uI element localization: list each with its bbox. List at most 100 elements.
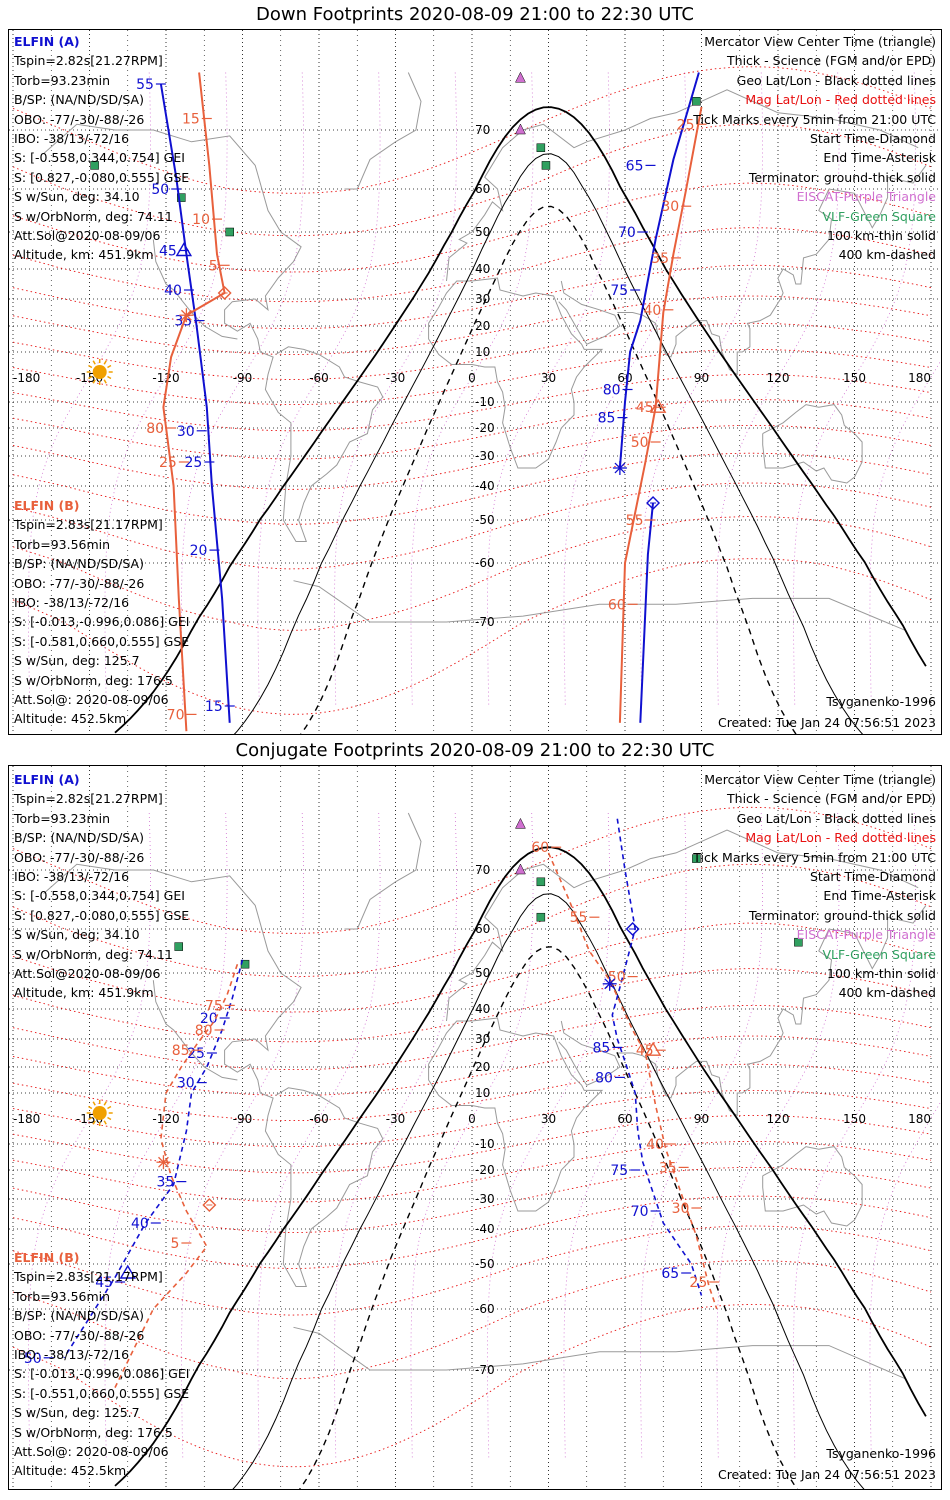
eiscat-triangle-icon <box>515 817 526 829</box>
tick-label: 5 <box>209 258 218 274</box>
vlf-square-icon <box>692 854 701 863</box>
end-asterisk-icon <box>614 462 626 474</box>
lon-tick-label: 150 <box>843 371 866 385</box>
mag-meridian <box>486 812 611 1459</box>
info-line: S: [-0.558,0.344,0.754] GEI <box>14 888 185 904</box>
mag-parallel <box>12 806 932 934</box>
vlf-square-icon <box>692 97 701 106</box>
track-elfin-b <box>114 963 239 1388</box>
sun-ray <box>92 1101 96 1106</box>
info-line: S w/Sun, deg: 34.10 <box>14 927 140 943</box>
info-line: IBO: -38/13/-72/16 <box>14 1347 130 1363</box>
legend-item: Tick Marks every 5min from 21:00 UTC <box>693 849 936 865</box>
track-elfin-a <box>611 818 703 1296</box>
tick-label: 50 <box>24 1351 42 1367</box>
info-line: OBO: -77/-30/-88/-26 <box>14 575 145 591</box>
legend-item: 400 km-dashed <box>838 247 936 263</box>
lat-tick-label: -10 <box>475 1137 495 1151</box>
model-label: Tsyganenko-1996 <box>826 1446 936 1461</box>
tick-label: 25 <box>689 1275 707 1291</box>
legend-item: VLF-Green Square <box>822 208 936 224</box>
sun-ray <box>103 1101 107 1106</box>
tick-label: 10 <box>192 212 210 228</box>
info-line: S w/OrbNorm, deg: 176.5 <box>14 1424 173 1440</box>
eiscat-triangle-icon <box>515 123 526 135</box>
info-line: S w/Sun, deg: 125.7 <box>14 653 140 669</box>
tick-label: 25 <box>185 455 203 471</box>
panel-title-conjugate: Conjugate Footprints 2020-08-09 21:00 to… <box>235 740 715 761</box>
tick-label: 15 <box>182 112 200 128</box>
legend-item: End Time-Asterisk <box>823 888 936 904</box>
info-line: Torb=93.56min <box>14 1288 111 1304</box>
info-line: S w/OrbNorm, deg: 74.11 <box>14 946 173 962</box>
lat-tick-label: -20 <box>475 421 495 435</box>
legend-item: Tick Marks every 5min from 21:00 UTC <box>693 111 936 127</box>
legend-item: Thick - Science (FGM and/or EPD) <box>727 791 936 807</box>
sun-ray <box>92 379 96 384</box>
tick-label: 80 <box>595 1070 613 1086</box>
map-canvas: -180 -150 -120 -90 -60 -30 0 30 60 90 120 150 180706… <box>9 30 941 734</box>
tick-label: 65 <box>661 1266 679 1282</box>
tick-label: 85 <box>593 1040 611 1056</box>
coastline <box>43 123 384 542</box>
info-line: Tspin=2.82s[21.27RPM] <box>14 53 163 69</box>
coastline <box>558 1020 621 1086</box>
legend-item: 100 km-thin solid <box>827 966 936 982</box>
info-line: Att.Sol@2020-08-09/06 <box>14 228 161 244</box>
tick-label: 40 <box>131 1216 149 1232</box>
tick-label: 55 <box>570 910 588 926</box>
tick-label: 80 <box>195 1023 213 1039</box>
lon-tick-label: 120 <box>767 1112 790 1126</box>
lon-tick-label: -30 <box>386 371 406 385</box>
info-line: Att.Sol@2020-08-09/06 <box>14 966 161 982</box>
lat-tick-label: 10 <box>475 1086 490 1100</box>
info-line: Tspin=2.83s[21.17RPM] <box>14 1269 163 1285</box>
sun-ray <box>103 360 107 365</box>
vlf-square-icon <box>794 937 803 947</box>
tick-label: 75 <box>610 1163 628 1179</box>
sun-ray <box>88 1105 93 1110</box>
info-line: S w/Sun, deg: 125.7 <box>14 1405 140 1421</box>
tick-label: 30 <box>672 1201 690 1217</box>
elfin-b-info: ELFIN (B) Tspin=2.83s[21.17RPM] Torb=93.… <box>14 1248 189 1481</box>
lon-tick-label: 120 <box>767 371 790 385</box>
tick-label: 45 <box>159 244 177 260</box>
legend-item: 400 km-dashed <box>838 985 936 1001</box>
mag-parallel <box>12 264 932 330</box>
vlf-square-icon <box>174 942 183 951</box>
tick-label: 50 <box>151 182 169 198</box>
sun-ray <box>88 375 93 380</box>
end-asterisk-icon <box>180 309 192 321</box>
info-line: Altitude: 452.5km <box>14 711 127 727</box>
lat-tick-label: -50 <box>475 1257 495 1271</box>
coastline <box>762 1146 863 1227</box>
elfin-a-header: ELFIN (A) <box>14 34 80 49</box>
terminator-curve <box>299 946 798 1489</box>
legend-item: Geo Lat/Lon - Black dotted lines <box>736 810 936 826</box>
tick-label: 35 <box>651 251 669 267</box>
mag-meridian <box>486 72 611 707</box>
mag-meridian <box>410 72 534 707</box>
tick-label: 45 <box>636 400 654 416</box>
tick-label: 25 <box>159 455 177 471</box>
lat-tick-label: 40 <box>475 262 490 276</box>
center-triangle-icon <box>644 1041 662 1056</box>
lat-tick-label: -40 <box>475 479 495 493</box>
mag-parallel <box>12 1225 932 1316</box>
info-line: OBO: -77/-30/-88/-26 <box>14 849 145 865</box>
legend-item: Mercator View Center Time (triangle) <box>704 772 936 787</box>
terminator-curve <box>232 893 865 1489</box>
sun-ray <box>103 1120 107 1125</box>
elfin-a-info: ELFIN (A) Tspin=2.82s[21.27RPM] Torb=93.… <box>14 32 189 265</box>
tick-label: 15 <box>205 699 223 715</box>
info-line: B/SP: (NA/ND/SD/SA) <box>14 92 144 108</box>
legend-item: Mercator View Center Time (triangle) <box>704 34 936 49</box>
coastline <box>428 1017 604 1212</box>
mag-parallel <box>12 295 932 355</box>
start-diamond-icon <box>646 496 661 510</box>
tick-label: 60 <box>531 840 549 856</box>
lat-tick-label: 40 <box>475 1002 490 1016</box>
legend-item: Start Time-Diamond <box>809 869 936 885</box>
lat-tick-label: 30 <box>475 1032 490 1046</box>
tick-label: 60 <box>608 597 626 613</box>
